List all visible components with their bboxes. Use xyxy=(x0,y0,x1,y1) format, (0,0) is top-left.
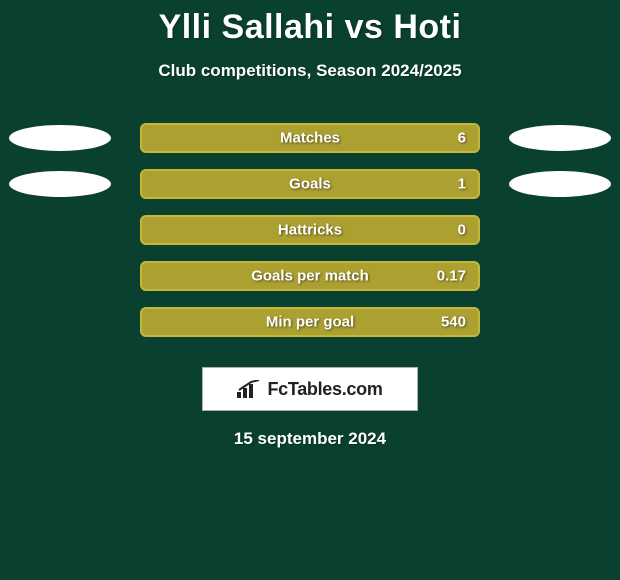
player-right-marker xyxy=(509,171,611,197)
stat-label: Goals per match xyxy=(251,268,369,285)
stat-label: Goals xyxy=(289,176,331,193)
stat-row-matches: Matches 6 xyxy=(0,119,620,165)
stat-label: Min per goal xyxy=(266,314,354,331)
stat-value-right: 1 xyxy=(458,176,466,193)
stat-bar: Hattricks 0 xyxy=(140,215,480,245)
player-left-marker xyxy=(9,125,111,151)
stat-bar: Matches 6 xyxy=(140,123,480,153)
stat-bar: Goals 1 xyxy=(140,169,480,199)
player-right-marker xyxy=(509,125,611,151)
stat-value-right: 6 xyxy=(458,130,466,147)
stat-row-min-per-goal: Min per goal 540 xyxy=(0,303,620,349)
date-text: 15 september 2024 xyxy=(0,429,620,449)
attribution-text: FcTables.com xyxy=(267,379,382,400)
page-title: Ylli Sallahi vs Hoti xyxy=(0,8,620,47)
stat-value-right: 0 xyxy=(458,222,466,239)
stat-row-hattricks: Hattricks 0 xyxy=(0,211,620,257)
stat-row-goals-per-match: Goals per match 0.17 xyxy=(0,257,620,303)
stat-bar: Min per goal 540 xyxy=(140,307,480,337)
stat-label: Hattricks xyxy=(278,222,342,239)
stat-bar: Goals per match 0.17 xyxy=(140,261,480,291)
chart-icon xyxy=(237,380,261,398)
stat-rows: Matches 6 Goals 1 Hattricks 0 Goals per … xyxy=(0,119,620,349)
page-subtitle: Club competitions, Season 2024/2025 xyxy=(0,61,620,81)
stat-row-goals: Goals 1 xyxy=(0,165,620,211)
comparison-container: Ylli Sallahi vs Hoti Club competitions, … xyxy=(0,0,620,449)
player-left-marker xyxy=(9,171,111,197)
stat-value-right: 540 xyxy=(441,314,466,331)
attribution-box[interactable]: FcTables.com xyxy=(202,367,418,411)
attribution-inner: FcTables.com xyxy=(237,379,382,400)
stat-value-right: 0.17 xyxy=(437,268,466,285)
stat-label: Matches xyxy=(280,130,340,147)
